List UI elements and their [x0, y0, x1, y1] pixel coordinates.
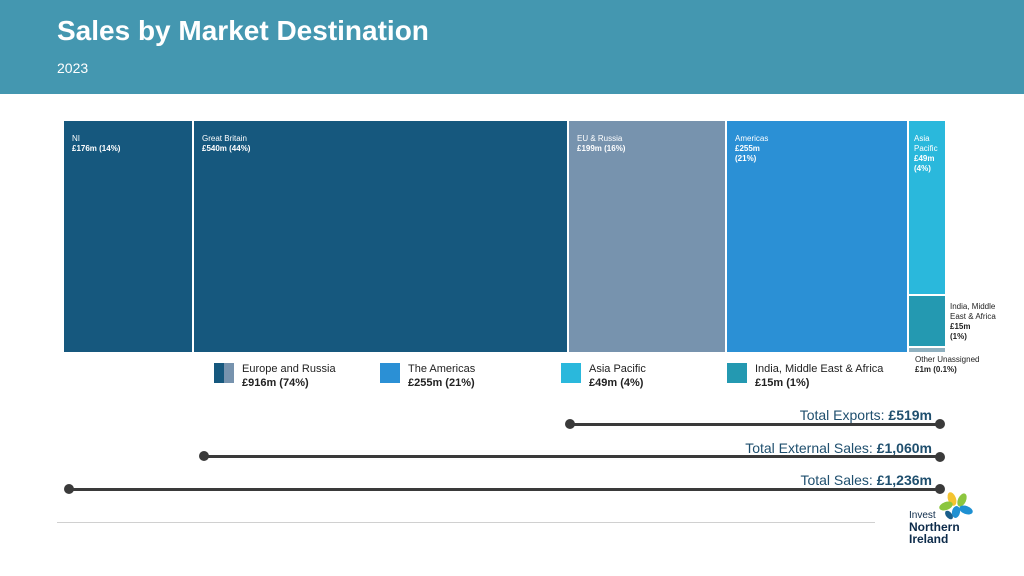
treemap-label-asia-pacific: Asia Pacific £49m (4%) [914, 134, 938, 174]
logo-line-invest: Invest [909, 510, 936, 521]
legend-label-asia-pacific: Asia Pacific [589, 363, 646, 375]
total-external-sales-label: Total External Sales: £1,060m [745, 440, 932, 456]
total-external-sales-name: Total External Sales: [745, 440, 877, 456]
total-external-sales-end-dot [935, 452, 945, 462]
legend-item-asia-pacific: Asia Pacific £49m (4%) [561, 362, 646, 390]
legend-item-americas: The Americas £255m (21%) [380, 362, 475, 390]
treemap-block-americas: Americas £255m (21%) [726, 120, 908, 353]
total-external-sales-line [204, 455, 940, 458]
total-exports-label: Total Exports: £519m [800, 407, 932, 423]
side-label-other-unassigned: Other Unassigned £1m (0.1%) [915, 355, 979, 375]
treemap-value-americas-percent: (21%) [735, 154, 757, 163]
side-label-india-percent: (1%) [950, 332, 967, 341]
legend-text-americas: The Americas £255m (21%) [408, 362, 475, 390]
legend-value-americas: £255m (21%) [408, 377, 475, 389]
side-label-india-line1: India, Middle [950, 302, 996, 311]
side-label-india-line2: East & Africa [950, 312, 996, 321]
treemap-block-great-britain: Great Britain £540m (44%) [193, 120, 568, 353]
footer-divider [57, 522, 875, 523]
treemap-block-eu-russia: EU & Russia £199m (16%) [568, 120, 726, 353]
side-label-other-value: £1m (0.1%) [915, 365, 957, 374]
legend-item-europe-russia: Europe and Russia £916m (74%) [214, 362, 336, 390]
treemap-value-americas-amount: £255m [735, 144, 760, 153]
total-exports-line [569, 423, 940, 426]
legend-text-europe-russia: Europe and Russia £916m (74%) [242, 362, 336, 390]
header-banner: Sales by Market Destination 2023 [0, 0, 1024, 94]
treemap-label-americas: Americas £255m (21%) [735, 134, 768, 164]
treemap-name-great-britain: Great Britain [202, 134, 247, 143]
total-sales-label: Total Sales: £1,236m [800, 472, 932, 488]
treemap-name-ni: NI [72, 134, 80, 143]
page-subtitle: 2023 [57, 60, 89, 76]
treemap-block-ni: NI £176m (14%) [63, 120, 193, 353]
total-external-sales-value: £1,060m [876, 440, 932, 456]
legend-value-europe-russia: £916m (74%) [242, 377, 309, 389]
treemap-label-eu-russia: EU & Russia £199m (16%) [577, 134, 625, 154]
side-label-india-me-africa: India, Middle East & Africa £15m (1%) [950, 302, 996, 342]
total-sales-end-dot [935, 484, 945, 494]
treemap-label-ni: NI £176m (14%) [72, 134, 120, 154]
total-sales-value: £1,236m [876, 472, 932, 488]
treemap-name-pacific: Pacific [914, 144, 938, 153]
treemap-name-asia: Asia [914, 134, 930, 143]
treemap-value-great-britain: £540m (44%) [202, 144, 251, 153]
legend-text-asia-pacific: Asia Pacific £49m (4%) [589, 362, 646, 390]
total-exports-start-dot [565, 419, 575, 429]
total-exports-name: Total Exports: [799, 407, 889, 423]
legend-value-india-me-africa: £15m (1%) [755, 377, 810, 389]
treemap-value-eu-russia: £199m (16%) [577, 144, 626, 153]
total-sales-line [69, 488, 940, 491]
invest-ni-logo-icon [939, 492, 973, 520]
legend-label-europe-russia: Europe and Russia [242, 363, 336, 375]
page-title: Sales by Market Destination [57, 15, 429, 46]
legend-label-india-me-africa: India, Middle East & Africa [755, 363, 884, 375]
legend-label-americas: The Americas [408, 363, 476, 375]
legend-value-asia-pacific: £49m (4%) [589, 377, 644, 389]
treemap-value-asia-percent: (4%) [914, 164, 931, 173]
total-external-sales-start-dot [199, 451, 209, 461]
legend-swatch-europe-russia [214, 363, 234, 383]
total-sales-name: Total Sales: [800, 472, 877, 488]
treemap-value-ni: £176m (14%) [72, 144, 121, 153]
treemap-label-great-britain: Great Britain £540m (44%) [202, 134, 250, 154]
total-exports-end-dot [935, 419, 945, 429]
treemap-name-americas: Americas [735, 134, 769, 143]
total-exports-value: £519m [888, 407, 932, 423]
invest-ni-logo-text: Invest Northern Ireland [909, 510, 960, 545]
legend-item-india-me-africa: India, Middle East & Africa £15m (1%) [727, 362, 883, 390]
side-label-other-name: Other Unassigned [915, 355, 980, 364]
treemap-block-india-me-africa [908, 295, 946, 347]
legend-swatch-asia-pacific [561, 363, 581, 383]
logo-line-ireland: Ireland [909, 532, 949, 546]
side-label-india-amount: £15m [950, 322, 971, 331]
legend-swatch-india-me-africa [727, 363, 747, 383]
treemap-block-other-unassigned [908, 347, 946, 353]
total-sales-start-dot [64, 484, 74, 494]
treemap-block-asia-pacific: Asia Pacific £49m (4%) [908, 120, 946, 295]
treemap-name-eu-russia: EU & Russia [577, 134, 623, 143]
legend-swatch-americas [380, 363, 400, 383]
legend-text-india-me-africa: India, Middle East & Africa £15m (1%) [755, 362, 883, 390]
logo-line-northern: Northern [909, 520, 960, 534]
treemap-value-asia-amount: £49m [914, 154, 935, 163]
